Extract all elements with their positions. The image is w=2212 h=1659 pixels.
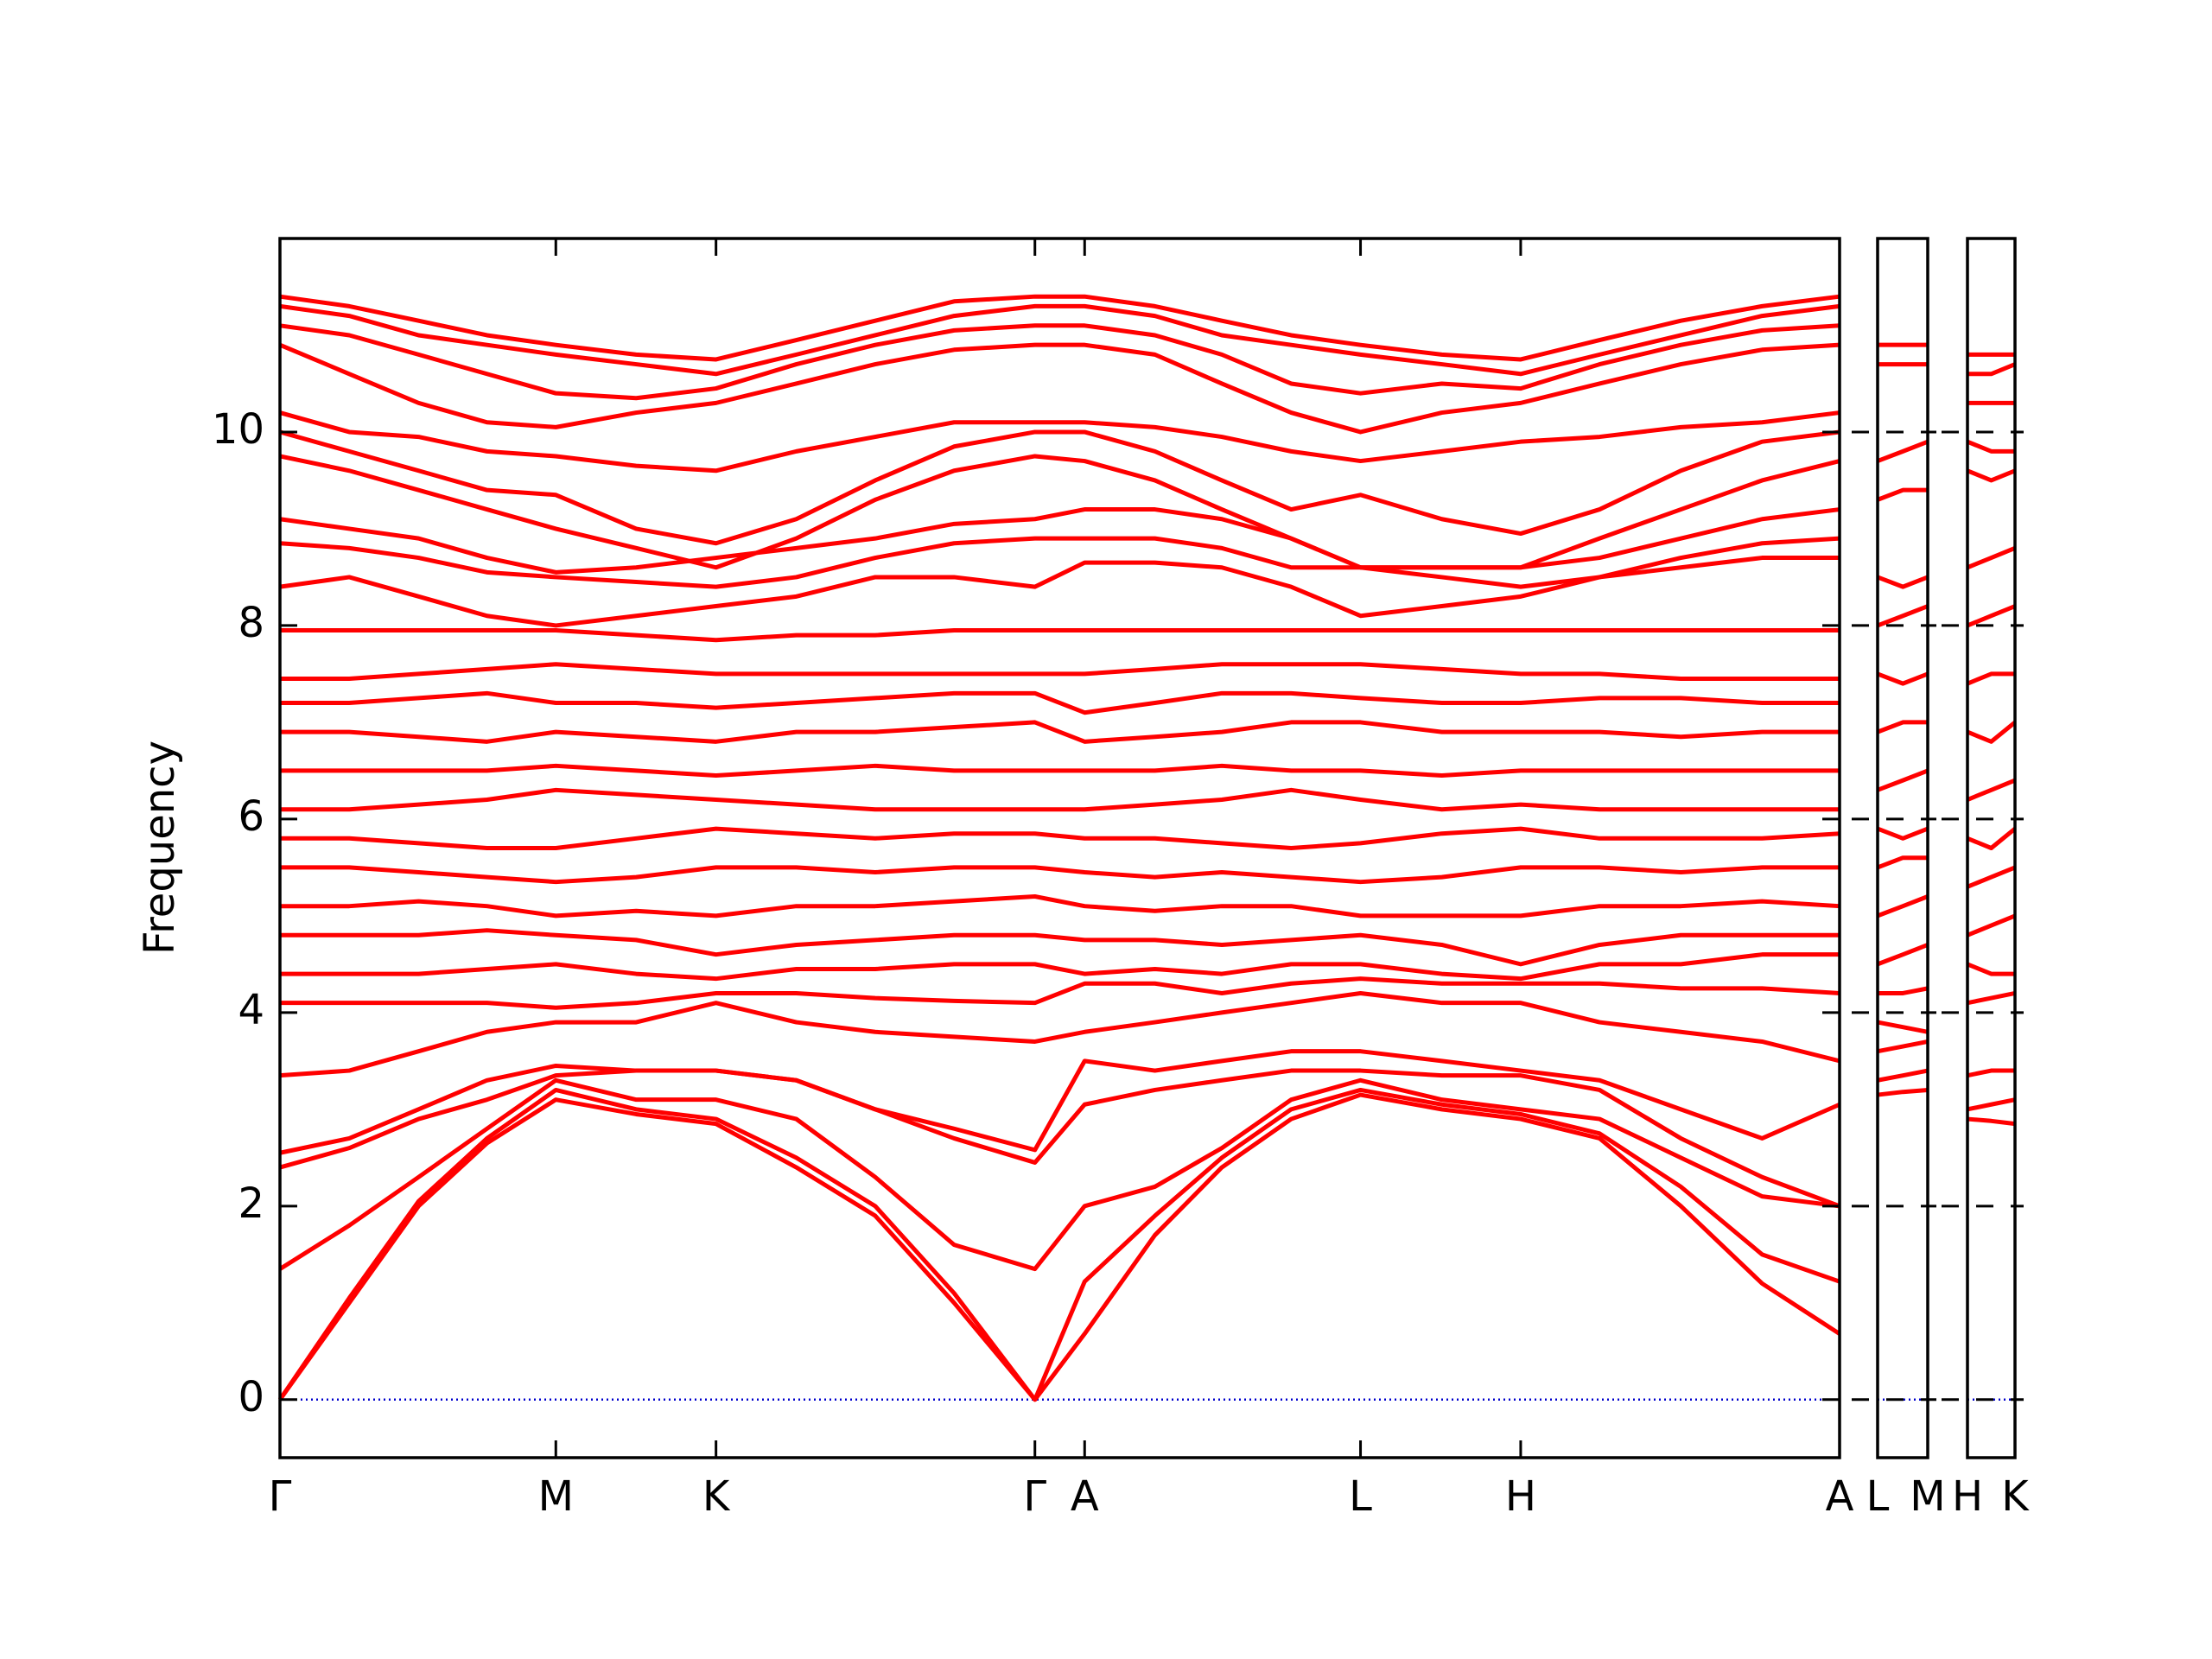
band-line (279, 1068, 1840, 1209)
band-line (277, 1087, 1840, 1402)
band-line (1967, 962, 2015, 976)
band-line (279, 990, 1840, 1078)
x-tick-label: M (538, 1472, 574, 1521)
band-line (1877, 1068, 1929, 1083)
band-line (280, 865, 1840, 885)
y-tick-label: 0 (238, 1373, 264, 1421)
band-line (279, 556, 1840, 628)
band-line (279, 410, 1840, 474)
band-line (280, 690, 1840, 715)
x-tick-label: Γ (1023, 1472, 1046, 1521)
band-line (1877, 943, 1929, 967)
band-line (1967, 991, 2016, 1006)
x-tick-label: K (702, 1472, 731, 1521)
band-line (1967, 439, 2015, 454)
band-line (1877, 894, 1929, 918)
band-line (1877, 855, 1928, 870)
y-tick-label: 8 (238, 599, 264, 647)
x-tick-label: L (1349, 1472, 1372, 1521)
band-line (1877, 671, 1929, 686)
band-line (279, 507, 1840, 575)
band-line (1967, 865, 2016, 889)
band-line (1877, 604, 1929, 628)
band-line (280, 952, 1840, 982)
band-line (279, 294, 1840, 362)
y-tick-label: 2 (238, 1179, 264, 1228)
x-tick-label: H (1505, 1472, 1536, 1521)
y-tick-label: 6 (238, 792, 264, 841)
band-line (280, 662, 1840, 682)
band-line (1967, 827, 2017, 850)
band-line (1967, 546, 2016, 570)
band-line (279, 454, 1840, 570)
band-line (279, 342, 1840, 435)
band-line (1878, 986, 1929, 995)
band-line (1877, 439, 1929, 463)
band-line (1967, 913, 2016, 938)
band-line (278, 1077, 1840, 1272)
band-line (1967, 671, 2015, 686)
band-line (280, 826, 1840, 850)
band-line (1877, 575, 1929, 589)
band-line (280, 787, 1840, 812)
band-line (1967, 1097, 2016, 1112)
band-line (1877, 1087, 1929, 1097)
band-line (1967, 778, 2016, 802)
band-line (279, 323, 1840, 401)
y-tick-label: 10 (212, 405, 264, 454)
band-line (1967, 468, 2016, 483)
band-line (280, 763, 1840, 779)
band-line (279, 1049, 1841, 1155)
band-line (1877, 826, 1929, 841)
band-line (279, 536, 1840, 589)
band-line (277, 1092, 1841, 1402)
plot-frame (1876, 237, 1929, 1459)
band-line (1967, 1068, 2015, 1078)
band-line (1877, 487, 1928, 502)
band-line (1877, 1039, 1929, 1054)
band-line (279, 303, 1840, 377)
band-line (279, 429, 1840, 546)
band-line (280, 976, 1840, 1010)
plot-frame (278, 237, 1841, 1459)
x-tick-label: L (1866, 1472, 1890, 1521)
band-line (1877, 1020, 1929, 1034)
x-tick-label: H (1952, 1472, 1983, 1521)
x-tick-label: K (2001, 1472, 2030, 1521)
band-line (1967, 1116, 2016, 1127)
band-line (1967, 720, 2017, 744)
band-line (280, 720, 1840, 744)
band-line (280, 628, 1840, 643)
x-tick-label: A (1071, 1472, 1099, 1521)
band-line (1877, 768, 1929, 792)
band-line (280, 928, 1840, 967)
band-line (280, 893, 1840, 918)
y-tick-label: 4 (238, 986, 264, 1034)
x-tick-label: Γ (269, 1472, 292, 1521)
y-axis-label: Frequency (136, 741, 184, 955)
x-tick-label: M (1910, 1472, 1945, 1521)
plot-frame (1966, 237, 2017, 1459)
band-line (1967, 362, 2016, 377)
band-line (1967, 604, 2016, 628)
band-line (1877, 720, 1928, 734)
x-tick-label: A (1826, 1472, 1854, 1521)
